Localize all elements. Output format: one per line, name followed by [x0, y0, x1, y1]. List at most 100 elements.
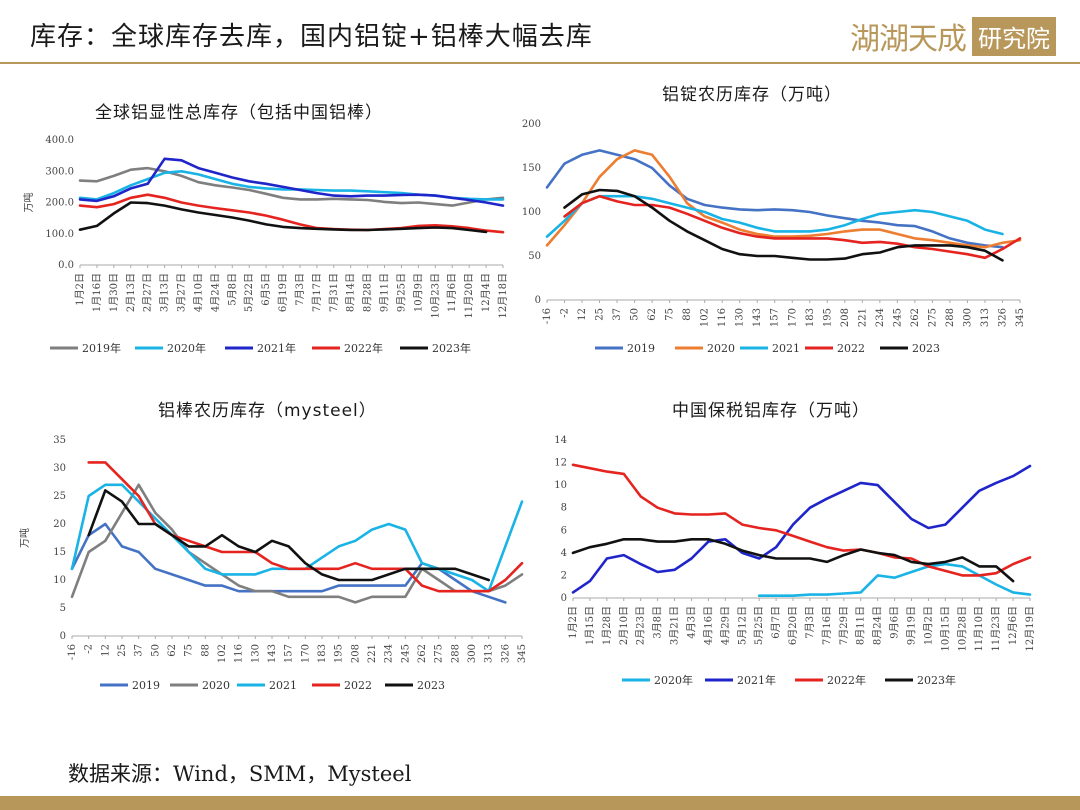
- x-tick-label: 183: [805, 308, 816, 327]
- y-tick-label: 20: [53, 519, 66, 530]
- x-tick-label: 50: [150, 644, 161, 657]
- y-tick-label: 25: [53, 491, 66, 502]
- x-tick-label: 1月2日: [74, 273, 86, 306]
- x-tick-label: 345: [517, 644, 528, 663]
- x-tick-label: 170: [300, 644, 311, 663]
- x-tick-label: 262: [910, 308, 921, 327]
- x-tick-label: 195: [334, 644, 345, 663]
- y-tick-label: 0.0: [58, 260, 74, 271]
- x-tick-label: 221: [857, 308, 868, 327]
- x-tick-label: 275: [434, 644, 445, 663]
- y-tick-label: 200.0: [45, 198, 74, 209]
- x-tick-label: 262: [417, 644, 428, 663]
- x-tick-label: 195: [822, 308, 833, 327]
- legend-label: 2021: [772, 342, 800, 355]
- x-tick-label: 157: [284, 644, 295, 663]
- x-tick-label: 245: [400, 644, 411, 663]
- x-tick-label: 8月14日: [345, 273, 357, 312]
- page-title: 库存：全球库存去库，国内铝锭+铝棒大幅去库: [30, 22, 593, 52]
- y-tick-label: 200: [522, 119, 541, 130]
- series-line-2022: [87, 461, 524, 593]
- y-tick-label: 2: [561, 570, 567, 581]
- legend-label: 2019: [627, 342, 655, 355]
- bottom-bar: [0, 796, 1080, 810]
- x-tick-label: 116: [234, 644, 245, 663]
- y-tick-label: 10: [53, 575, 66, 586]
- x-tick-label: 1月2日: [567, 606, 579, 639]
- x-tick-label: 3月21日: [669, 606, 681, 645]
- x-tick-label: 9月6日: [889, 606, 901, 639]
- y-tick-label: 400.0: [45, 135, 74, 146]
- chart-billet-lunar: 0 5 10 15 20 25 30 35 万吨 -16 -2 12 25 37 50 62 75 88 102 11…: [18, 435, 528, 692]
- legend-label: 2021年: [257, 341, 296, 355]
- x-tick-label: 25: [595, 308, 606, 321]
- y-tick-label: 300.0: [45, 166, 74, 177]
- chart4-title: 中国保税铝库存（万吨）: [672, 401, 870, 421]
- x-tick-label: 208: [350, 644, 361, 663]
- x-tick-label: 37: [134, 644, 145, 657]
- x-tick-label: 2月10日: [618, 606, 630, 645]
- x-tick-label: 12月4日: [480, 273, 492, 312]
- legend-label: 2020: [202, 679, 230, 692]
- x-tick-label: 11月10日: [973, 606, 985, 651]
- x-tick-label: 5月25日: [753, 606, 765, 645]
- x-tick-label: 75: [665, 308, 676, 321]
- x-tick-label: 11月6日: [446, 273, 458, 312]
- x-tick-label: 1月28日: [601, 606, 613, 645]
- x-tick-label: 300: [962, 308, 973, 327]
- x-tick-label: 62: [167, 644, 178, 657]
- y-axis-label: 万吨: [18, 528, 31, 548]
- logo-text: 湖湖天成: [850, 22, 967, 57]
- x-tick-label: 4月10日: [192, 273, 204, 312]
- series-line-2023: [87, 489, 490, 582]
- x-tick-label: 9月11日: [379, 273, 391, 312]
- x-tick-label: 234: [875, 308, 886, 327]
- series-line-2022年: [78, 193, 505, 234]
- x-tick-label: 7月31日: [328, 273, 340, 312]
- chart-ingot-lunar: 0 50 100 150 200 -16 -2 12 25 37 50 62 75 88 102 116 130…: [522, 119, 1026, 355]
- series-line-2020: [70, 483, 524, 604]
- chart-global-inventory: 0.0 100.0 200.0 300.0 400.0 万吨 1月2日 1月16日 1月30日 2…: [22, 135, 509, 355]
- x-tick-label: 88: [200, 644, 211, 657]
- x-tick-label: 5月12日: [736, 606, 748, 645]
- x-tick-label: 62: [647, 308, 658, 321]
- x-tick-label: 10月23日: [429, 273, 441, 318]
- x-tick-label: 130: [250, 644, 261, 663]
- y-tick-label: 50: [528, 251, 541, 262]
- x-tick-label: 7月17日: [311, 273, 323, 312]
- x-tick-label: 1月30日: [108, 273, 120, 312]
- y-tick-label: 35: [53, 435, 66, 446]
- x-tick-label: 313: [980, 308, 991, 327]
- series-line-2021: [70, 483, 524, 593]
- x-tick-label: 208: [840, 308, 851, 327]
- x-tick-label: 88: [682, 308, 693, 321]
- y-tick-label: 6: [561, 525, 567, 536]
- x-tick-label: 183: [317, 644, 328, 663]
- legend-label: 2020年: [167, 341, 206, 355]
- x-tick-label: 275: [927, 308, 938, 327]
- x-tick-label: 11月23日: [990, 606, 1002, 651]
- x-tick-label: -2: [560, 308, 571, 318]
- series-line-2020年: [757, 562, 1032, 597]
- legend-label: 2022: [344, 679, 372, 692]
- x-tick-label: 300: [467, 644, 478, 663]
- x-tick-label: 170: [787, 308, 798, 327]
- y-tick-label: 10: [554, 480, 567, 491]
- brand-logo: 湖湖天成 研究院: [850, 14, 1056, 58]
- x-tick-label: 2月27日: [142, 273, 154, 312]
- x-tick-label: 7月16日: [821, 606, 833, 645]
- x-tick-label: 4月3日: [685, 606, 697, 639]
- data-source: 数据来源：Wind，SMM，Mysteel: [68, 762, 412, 786]
- x-tick-label: 12: [100, 644, 111, 657]
- x-tick-label: 12: [577, 308, 588, 321]
- y-tick-label: 14: [554, 435, 567, 446]
- x-tick-label: 50: [630, 308, 641, 321]
- series-line-2023年: [571, 538, 1015, 583]
- x-tick-label: 11月20日: [463, 273, 475, 318]
- chart3-title: 铝棒农历库存（mysteel）: [158, 401, 377, 421]
- legend-label: 2020年: [654, 673, 693, 687]
- y-tick-label: 150: [522, 163, 541, 174]
- x-tick-label: 8月11日: [855, 606, 867, 645]
- x-tick-label: 221: [367, 644, 378, 663]
- x-tick-label: 234: [384, 644, 395, 663]
